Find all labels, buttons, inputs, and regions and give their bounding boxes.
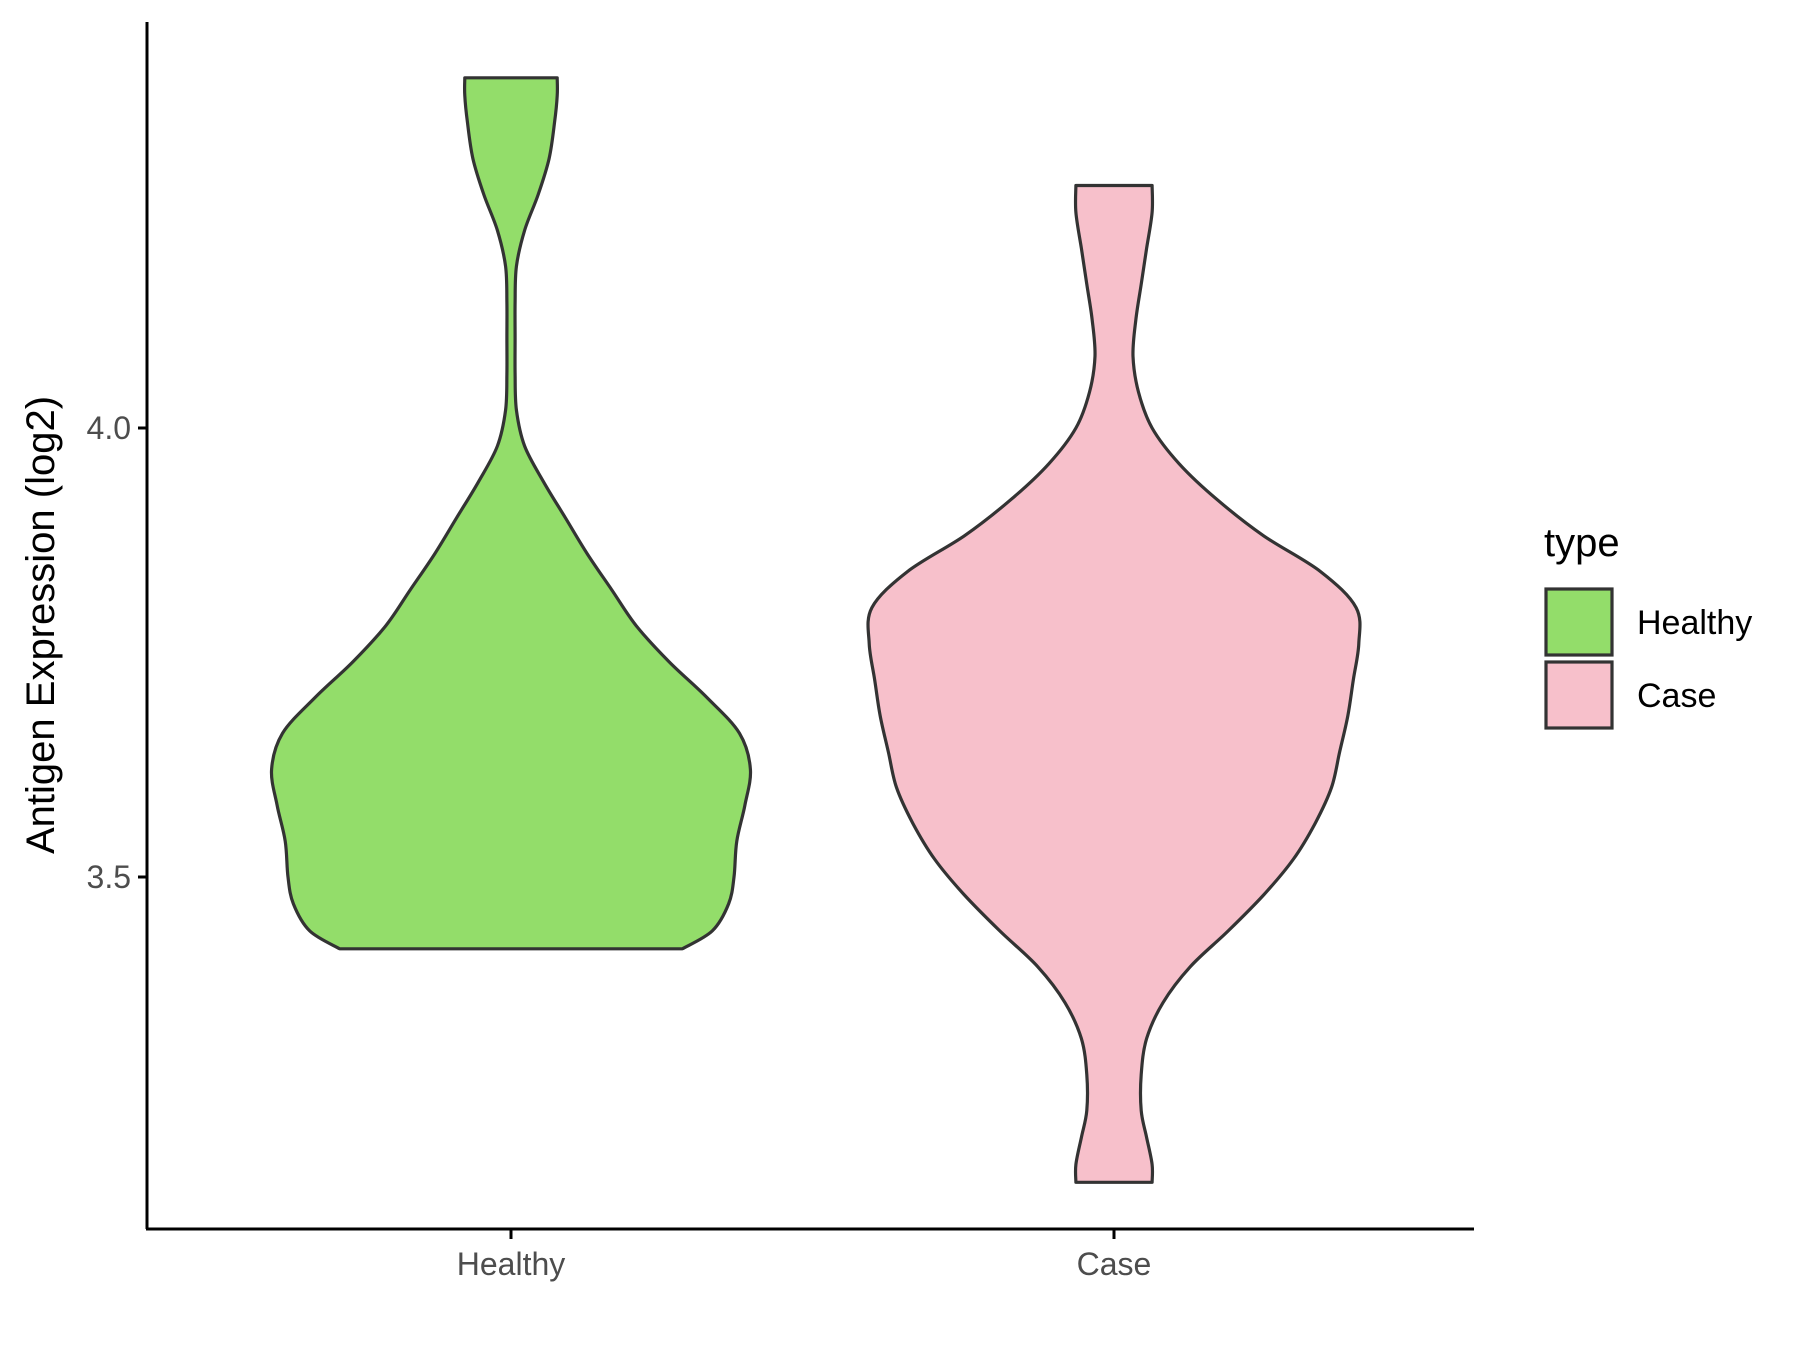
y-tick-label: 3.5 <box>87 859 131 895</box>
legend-entries: Healthy Case <box>1544 587 1752 730</box>
legend-title: type <box>1544 521 1620 565</box>
legend-label-healthy: Healthy <box>1637 604 1752 642</box>
x-tick-label: Healthy <box>457 1246 566 1282</box>
y-axis-title: Antigen Expression (log2) <box>19 396 63 854</box>
legend-label-case: Case <box>1637 677 1716 715</box>
legend-key-case <box>1544 660 1614 730</box>
y-axis-ticks: 3.5 4.0 <box>87 410 147 895</box>
violin-case <box>866 183 1362 1184</box>
axes <box>145 22 1474 1231</box>
y-tick-label: 4.0 <box>87 410 131 446</box>
x-axis-ticks: Healthy Case <box>457 1229 1152 1282</box>
x-tick-label: Case <box>1077 1246 1152 1282</box>
violin-healthy <box>269 76 753 951</box>
violin-layer <box>269 76 1362 1184</box>
legend-key-healthy <box>1544 587 1614 657</box>
legend: type Healthy Case <box>1544 521 1752 730</box>
